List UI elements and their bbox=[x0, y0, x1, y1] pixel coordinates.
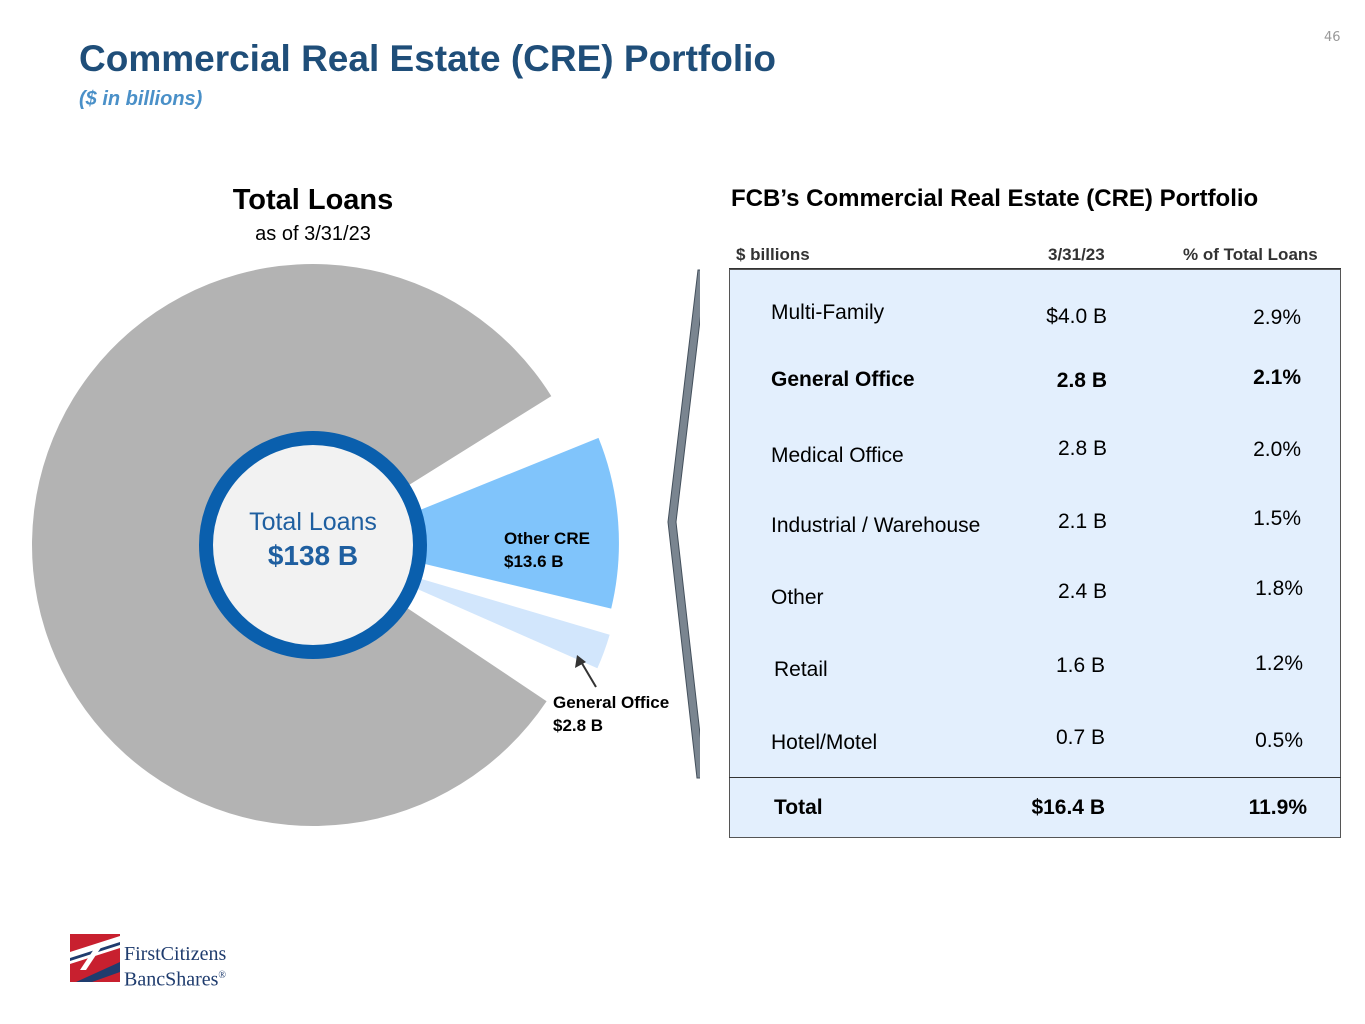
pie-center-value: $138 B bbox=[268, 540, 358, 571]
row-pct: 1.8% bbox=[1255, 577, 1303, 600]
logo-registered-mark: ® bbox=[218, 970, 227, 981]
pie-center-ring bbox=[199, 431, 427, 659]
zoom-bracket bbox=[667, 269, 700, 779]
header-date: 3/31/23 bbox=[1048, 245, 1105, 264]
header-pct: % of Total Loans bbox=[1183, 245, 1318, 264]
chart-subtitle: as of 3/31/23 bbox=[255, 223, 371, 245]
row-value: 1.6 B bbox=[1055, 654, 1105, 677]
first-citizens-logo-icon bbox=[70, 934, 120, 982]
row-name: Hotel/Motel bbox=[771, 731, 878, 754]
row-value: $4.0 B bbox=[1046, 305, 1107, 328]
header-category: $ billions bbox=[736, 245, 810, 264]
chart-title: Total Loans bbox=[232, 184, 394, 216]
office-callout-line bbox=[579, 659, 597, 688]
total-divider bbox=[729, 777, 1341, 778]
label-other-cre: Other CRE bbox=[504, 529, 590, 548]
page-number: 46 bbox=[1324, 30, 1341, 45]
total-pct: 11.9% bbox=[1248, 796, 1307, 819]
row-value: 2.4 B bbox=[1057, 580, 1107, 603]
row-pct: 2.1% bbox=[1253, 366, 1301, 389]
pie-center-label: Total Loans bbox=[249, 508, 377, 536]
logo-line-1: FirstCitizens bbox=[124, 943, 227, 965]
total-label: Total bbox=[774, 796, 823, 819]
row-name: Industrial / Warehouse bbox=[771, 514, 981, 537]
label-general-office: General Office bbox=[553, 693, 669, 712]
row-name: General Office bbox=[771, 368, 915, 391]
logo-line-2: BancShares bbox=[124, 968, 219, 991]
row-pct: 1.2% bbox=[1255, 652, 1303, 675]
row-name: Retail bbox=[774, 658, 828, 681]
company-logo-text: FirstCitizens BancShares® bbox=[124, 944, 226, 991]
office-callout-arrowhead bbox=[575, 655, 586, 668]
pie-chart: Total Loans $138 B Other CRE $13.6 B Gen… bbox=[32, 264, 700, 827]
row-name: Other bbox=[771, 586, 824, 609]
total-value: $16.4 B bbox=[1031, 796, 1105, 819]
value-other-cre: $13.6 B bbox=[504, 552, 564, 571]
row-value: 2.8 B bbox=[1056, 369, 1107, 392]
row-value: 2.8 B bbox=[1057, 437, 1107, 460]
row-value: 2.1 B bbox=[1057, 510, 1107, 533]
row-name: Medical Office bbox=[771, 444, 904, 467]
pie-slice-other-cre bbox=[337, 437, 619, 609]
row-name: Multi-Family bbox=[771, 301, 885, 324]
row-pct: 2.0% bbox=[1253, 438, 1301, 461]
table-title: FCB’s Commercial Real Estate (CRE) Portf… bbox=[731, 185, 1259, 212]
page-title: Commercial Real Estate (CRE) Portfolio bbox=[79, 38, 776, 79]
row-pct: 0.5% bbox=[1255, 729, 1303, 752]
row-pct: 2.9% bbox=[1253, 306, 1301, 329]
page-subtitle: ($ in billions) bbox=[79, 88, 203, 110]
value-general-office: $2.8 B bbox=[553, 716, 603, 735]
row-value: 0.7 B bbox=[1055, 726, 1105, 749]
cre-table bbox=[729, 269, 1341, 838]
row-pct: 1.5% bbox=[1253, 507, 1301, 530]
